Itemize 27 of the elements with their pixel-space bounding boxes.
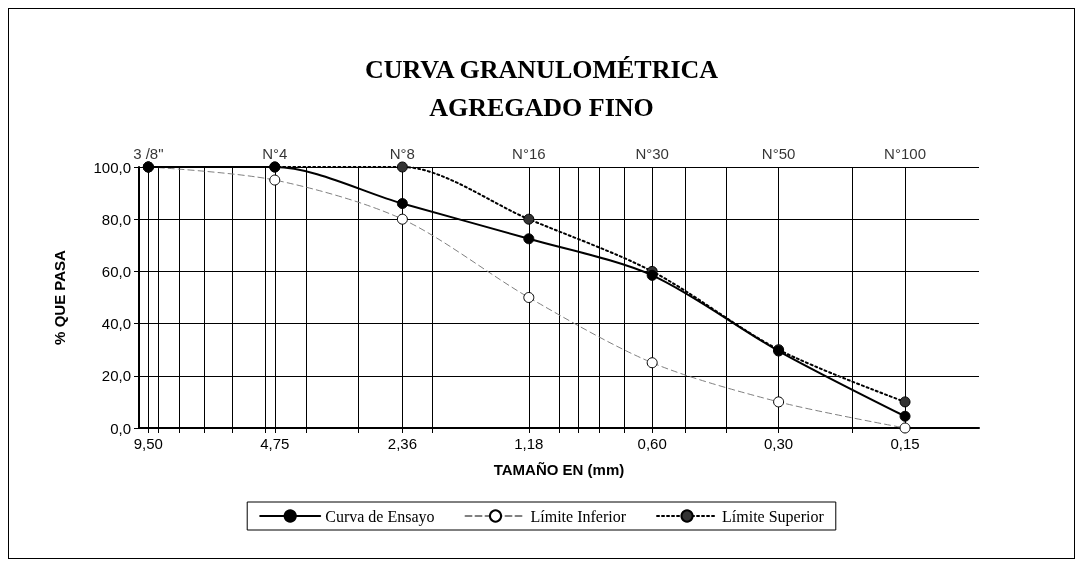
x-tick-label: 4,75 bbox=[260, 435, 290, 452]
y-tick-label: 80,0 bbox=[101, 210, 131, 228]
legend-label: Límite Inferior bbox=[530, 507, 627, 525]
text: N°30 bbox=[635, 145, 669, 162]
legend-label: Curva de Ensayo bbox=[325, 507, 435, 526]
y-tick-label: 40,0 bbox=[101, 315, 131, 333]
x-tick-label: 0,60 bbox=[637, 435, 667, 452]
x-tick-label: 2,36 bbox=[387, 435, 417, 452]
text: N°16 bbox=[512, 145, 546, 162]
chart-title: CURVA GRANULOMÉTRICA bbox=[364, 54, 719, 84]
x-tick-label: 0,15 bbox=[890, 435, 920, 452]
y-tick-label: 100,0 bbox=[93, 158, 131, 176]
x-tick-label: 0,30 bbox=[764, 435, 794, 452]
text: N°4 bbox=[262, 145, 288, 162]
text: N°100 bbox=[884, 145, 926, 162]
text: N°8 bbox=[389, 145, 415, 162]
text: N°50 bbox=[761, 145, 796, 162]
x-tick-label: 1,18 bbox=[514, 435, 544, 452]
y-tick-label: 60,0 bbox=[101, 262, 131, 280]
x-tick-label: 9,50 bbox=[133, 435, 163, 452]
legend-label: Límite Superior bbox=[722, 507, 825, 526]
x-axis-title: TAMAÑO EN (mm) bbox=[493, 461, 625, 478]
chart-subtitle: AGREGADO FINO bbox=[429, 92, 654, 122]
text: 3 /8" bbox=[133, 145, 164, 162]
y-tick-label: 0,0 bbox=[110, 419, 131, 437]
y-axis-title: % QUE PASA bbox=[51, 249, 68, 345]
y-tick-label: 20,0 bbox=[101, 367, 131, 385]
